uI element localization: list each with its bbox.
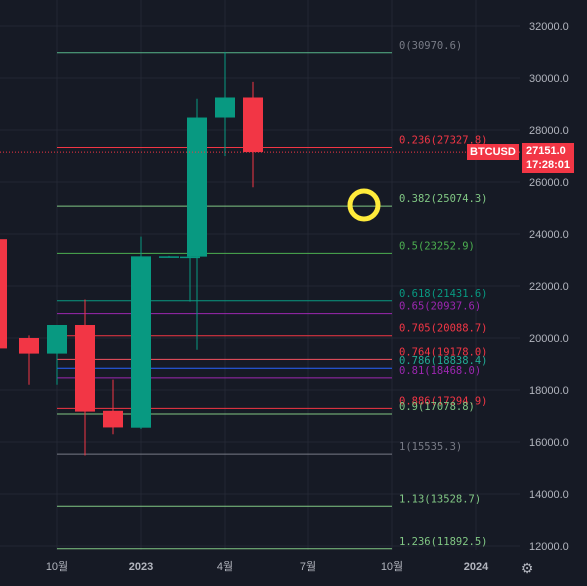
candle[interactable]	[243, 81, 263, 188]
candle-body	[131, 256, 151, 428]
candle[interactable]	[103, 379, 123, 435]
candle-body	[215, 97, 235, 118]
candle-body	[19, 338, 39, 354]
fibonacci-retracement[interactable]: 0(30970.6) 0.236(27327.8) 0.382(25074.3) 0.…	[57, 40, 488, 550]
price-tick-label: 16000.0	[529, 437, 569, 449]
candle[interactable]	[47, 325, 67, 385]
fib-level-label: 0.382(25074.3)	[399, 193, 488, 205]
time-tick-label: 2023	[129, 561, 153, 573]
price-tick-label: 18000.0	[529, 385, 569, 397]
fib-level-label: 0.5(23252.9)	[399, 240, 475, 252]
current-price-value: 27151.0	[526, 145, 566, 157]
candle[interactable]	[215, 52, 235, 156]
candle[interactable]	[0, 203, 7, 349]
price-tick-label: 28000.0	[529, 125, 569, 137]
price-axis[interactable]: 32000.0 30000.0 28000.0 26000.0 24000.0 22000…	[529, 21, 569, 553]
candle[interactable]	[187, 98, 207, 350]
candle[interactable]	[75, 299, 95, 456]
fib-level-label: 0.764(19178.0)	[399, 346, 488, 358]
price-tick-label: 20000.0	[529, 333, 569, 345]
time-tick-label: 4월	[217, 560, 233, 573]
price-tick-label: 26000.0	[529, 177, 569, 189]
candle-body	[75, 325, 95, 412]
current-price-tag: 27151.0 17:28:01	[522, 143, 575, 173]
candle[interactable]	[159, 255, 179, 258]
price-tick-label: 14000.0	[529, 489, 569, 501]
fib-level-label: 0(30970.6)	[399, 40, 462, 52]
fib-level-label: 0.236(27327.8)	[399, 134, 488, 146]
price-tick-label: 32000.0	[529, 21, 569, 33]
fib-level-label: 0.786(18838.4)	[399, 355, 488, 367]
price-tick-label: 12000.0	[529, 541, 569, 553]
fib-level-label: 0.618(21431.6)	[399, 288, 488, 300]
candle-body	[103, 410, 123, 428]
candle-body	[47, 325, 67, 354]
time-tick-label: 10월	[46, 560, 68, 573]
fib-level-label: 1(15535.3)	[399, 441, 462, 453]
price-tick-label: 30000.0	[529, 73, 569, 85]
candle-body	[187, 117, 207, 257]
time-axis[interactable]: 10월 2023 4월 7월 10월 2024	[46, 560, 489, 573]
candle-body	[243, 97, 263, 153]
candle[interactable]	[131, 236, 151, 429]
price-tick-label: 22000.0	[529, 281, 569, 293]
fib-level-label: 1.236(11892.5)	[399, 536, 488, 548]
bar-countdown: 17:28:01	[526, 159, 571, 171]
candle-body	[0, 239, 7, 349]
candle-body	[180, 256, 200, 259]
candle-body	[159, 256, 179, 258]
time-tick-label: 7월	[300, 560, 316, 573]
time-tick-label: 2024	[464, 561, 489, 573]
time-tick-label: 10월	[381, 560, 403, 573]
highlight-circle	[347, 188, 381, 222]
grid	[0, 0, 520, 550]
price-tick-label: 24000.0	[529, 229, 569, 241]
settings-gear-icon[interactable]: ⚙	[520, 560, 534, 576]
fib-level-label: 0.886(17294.9)	[399, 395, 488, 407]
fib-level-label: 0.9(17078.8)	[399, 401, 475, 413]
symbol-tag: BTCUSD	[467, 144, 519, 160]
fib-level-label: 0.65(20937.6)	[399, 301, 481, 313]
fib-level-label: 0.705(20088.7)	[399, 323, 488, 335]
fib-level-label: 0.81(18468.0)	[399, 365, 481, 377]
fib-level-label: 1.13(13528.7)	[399, 493, 481, 505]
candle[interactable]	[19, 335, 39, 385]
